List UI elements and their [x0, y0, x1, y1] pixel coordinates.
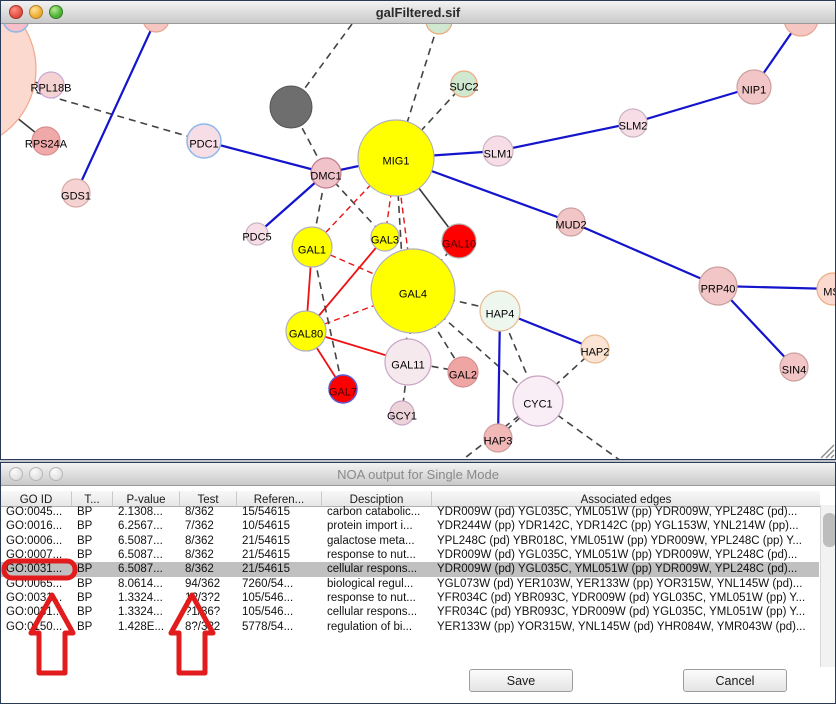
svg-text:CYC1: CYC1 — [523, 398, 552, 410]
svg-text:MSI: MSI — [823, 286, 836, 298]
svg-text:SUC2: SUC2 — [449, 81, 478, 93]
svg-text:GAL11: GAL11 — [391, 359, 424, 371]
svg-text:GCY1: GCY1 — [387, 410, 417, 422]
svg-text:HAP2: HAP2 — [581, 346, 610, 358]
svg-text:SLM2: SLM2 — [619, 120, 648, 132]
svg-text:PRP40: PRP40 — [701, 283, 736, 295]
svg-text:GAL80: GAL80 — [289, 328, 323, 340]
svg-text:HAP3: HAP3 — [484, 435, 513, 447]
svg-text:GDS1: GDS1 — [61, 190, 91, 202]
svg-text:GAL1: GAL1 — [298, 244, 326, 256]
svg-text:GAL3: GAL3 — [371, 234, 399, 246]
svg-text:DMC1: DMC1 — [310, 170, 341, 182]
svg-text:GAL2: GAL2 — [449, 369, 477, 381]
svg-text:GAL4: GAL4 — [399, 288, 427, 300]
svg-text:MIG1: MIG1 — [383, 155, 410, 167]
svg-text:PDC5: PDC5 — [242, 231, 271, 243]
svg-text:MUD2: MUD2 — [555, 219, 586, 231]
svg-text:SLM1: SLM1 — [484, 148, 513, 160]
svg-text:RPS24A: RPS24A — [25, 138, 68, 150]
svg-text:NIP1: NIP1 — [742, 84, 766, 96]
svg-text:SIN4: SIN4 — [782, 364, 806, 376]
svg-text:GAL7: GAL7 — [329, 386, 357, 398]
svg-text:HAP4: HAP4 — [486, 308, 515, 320]
svg-text:PDC1: PDC1 — [189, 138, 218, 150]
svg-text:RPL18B: RPL18B — [31, 82, 72, 94]
svg-text:GAL10: GAL10 — [442, 238, 476, 250]
